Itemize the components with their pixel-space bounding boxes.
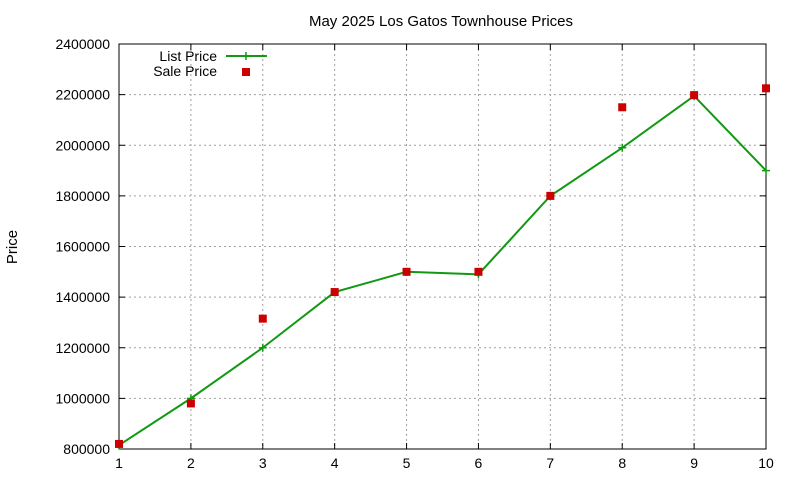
y-tick-label: 1000000 xyxy=(55,390,110,406)
list-price-point xyxy=(258,343,267,352)
y-axis-label: Price xyxy=(4,230,21,264)
x-tick-label: 9 xyxy=(690,455,698,471)
y-tick-label: 2200000 xyxy=(55,87,110,103)
y-tick-label: 800000 xyxy=(63,441,110,457)
list-price-line xyxy=(118,94,767,447)
list-price-point xyxy=(762,166,770,175)
y-tick-label: 1800000 xyxy=(55,188,110,204)
sale-price-point xyxy=(762,84,770,93)
list-price-point xyxy=(618,143,627,152)
y-tick-label: 2400000 xyxy=(55,36,110,52)
legend-marker-sale-price xyxy=(242,68,250,76)
sale-price-point xyxy=(546,191,555,200)
series xyxy=(115,84,770,450)
y-tick-label: 1600000 xyxy=(55,239,110,255)
legend-marker-list-price xyxy=(242,52,250,60)
grid xyxy=(119,44,766,449)
x-tick-label: 1 xyxy=(115,455,123,471)
y-tick-label: 2000000 xyxy=(55,137,110,153)
sale-price-point xyxy=(186,399,195,408)
y-tick-label: 1200000 xyxy=(55,340,110,356)
x-tick-label: 8 xyxy=(618,455,626,471)
x-tick-label: 2 xyxy=(187,455,195,471)
sale-price-point xyxy=(330,288,339,297)
sale-price-point xyxy=(618,103,627,112)
x-tick-label: 6 xyxy=(475,455,483,471)
x-tick-label: 4 xyxy=(331,455,339,471)
sale-price-point xyxy=(474,267,483,276)
legend-label-sale-price: Sale Price xyxy=(153,63,217,79)
legend: List Price Sale Price xyxy=(153,48,267,79)
x-tick-label: 10 xyxy=(758,455,774,471)
x-tick-label: 3 xyxy=(259,455,267,471)
x-tick-label: 7 xyxy=(546,455,554,471)
x-tick-label: 5 xyxy=(403,455,411,471)
y-tick-label: 1400000 xyxy=(55,289,110,305)
sale-price-point xyxy=(115,439,123,448)
sale-price-point xyxy=(402,267,411,276)
axis-ticks: 1 2 3 4 5 6 7 8 9 10 800000 1000000 1200000 1400000 16… xyxy=(55,36,774,471)
legend-label-list-price: List Price xyxy=(159,48,217,64)
chart-title: May 2025 Los Gatos Townhouse Prices xyxy=(309,13,573,30)
sale-price-point xyxy=(690,91,699,100)
sale-price-point xyxy=(258,314,267,323)
plot-frame xyxy=(118,43,767,450)
